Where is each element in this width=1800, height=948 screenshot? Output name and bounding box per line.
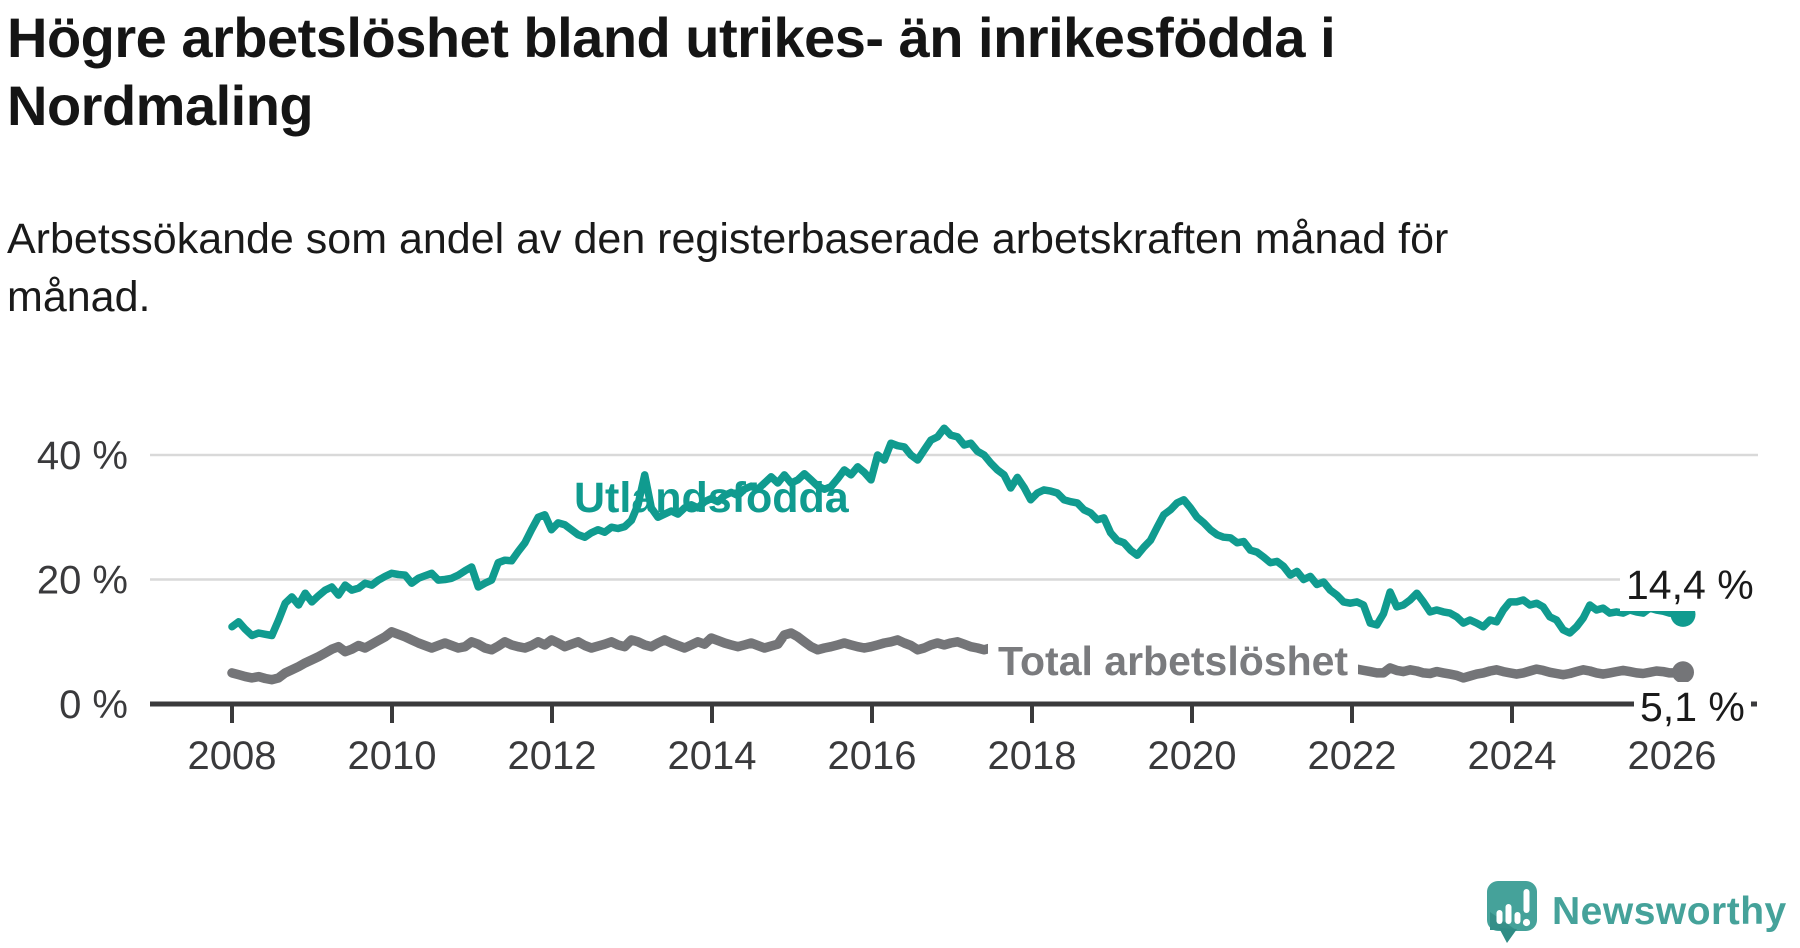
x-axis-label-2016: 2016	[828, 734, 917, 778]
newsworthy-logo[interactable]: Newsworthy	[1486, 880, 1787, 944]
end-value-label-total: 5,1 %	[1634, 682, 1751, 733]
end-value-label-utlandsfodda: 14,4 %	[1620, 560, 1760, 611]
x-axis-label-2010: 2010	[348, 734, 437, 778]
x-axis-label-2020: 2020	[1148, 734, 1237, 778]
x-axis-label-2022: 2022	[1308, 734, 1397, 778]
series-label-total-arbetsloshet: Total arbetslöshet	[988, 634, 1359, 689]
chart-subtitle: Arbetssökande som andel av den registerb…	[7, 210, 1448, 326]
newsworthy-logo-icon	[1487, 881, 1537, 943]
chart-subtitle-line-2: månad.	[7, 273, 151, 321]
y-axis-label-20: 20 %	[37, 559, 128, 603]
series-line-total	[227, 627, 1688, 685]
series-end-dot-total	[1672, 661, 1694, 684]
chart-subtitle-line-1: Arbetssökande som andel av den registerb…	[7, 215, 1449, 263]
x-axis-label-2008: 2008	[188, 734, 277, 778]
x-axis-label-2024: 2024	[1468, 734, 1557, 778]
newsworthy-wordmark: Newsworthy	[1552, 890, 1787, 933]
y-axis-label-0: 0 %	[59, 683, 128, 727]
y-axis-label-40: 40 %	[37, 434, 128, 478]
chart-title-line-1: Högre arbetslöshet bland utrikes- än inr…	[7, 6, 1336, 69]
series-label-utlandsfodda: Utlandsfödda	[574, 474, 849, 522]
chart-title: Högre arbetslöshet bland utrikes- än inr…	[7, 4, 1336, 140]
chart-title-line-2: Nordmaling	[7, 74, 314, 137]
x-axis-label-2012: 2012	[508, 734, 597, 778]
x-axis-label-2026: 2026	[1628, 734, 1717, 778]
series-line-utlandsfodda	[228, 424, 1687, 640]
x-axis-label-2018: 2018	[988, 734, 1077, 778]
x-axis-label-2014: 2014	[668, 734, 757, 778]
